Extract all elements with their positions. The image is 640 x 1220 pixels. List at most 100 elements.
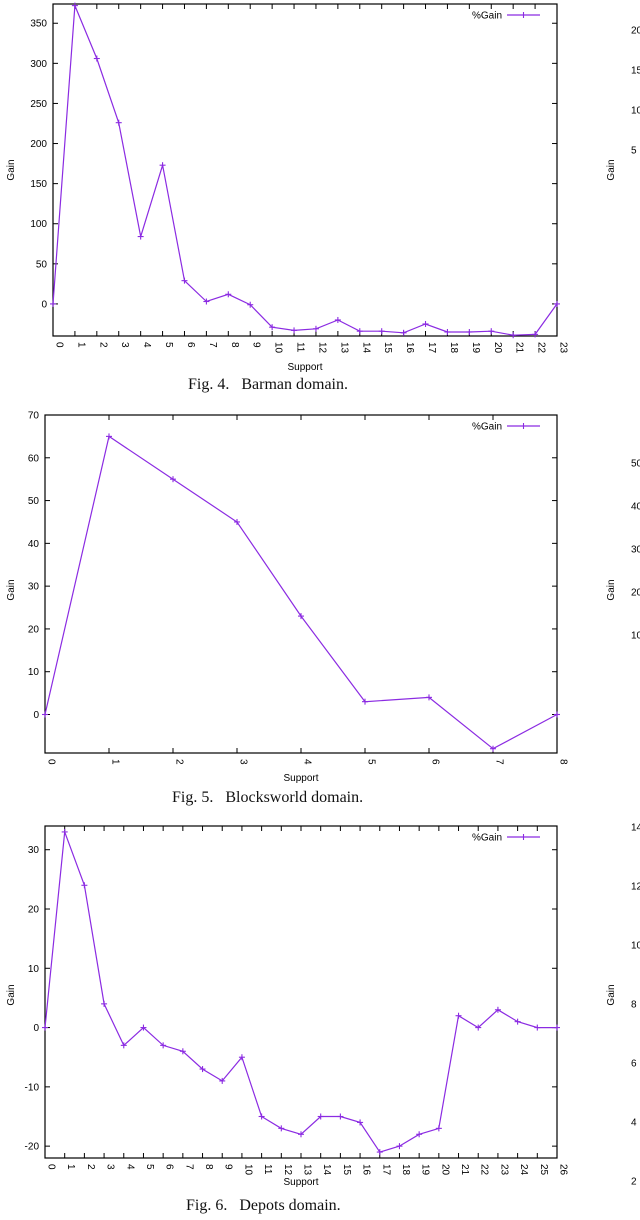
x-tick-label: 4 [124,1164,135,1170]
data-point-marker [42,1024,48,1031]
x-tick-label: 7 [494,759,505,765]
x-tick-label: 6 [164,1164,175,1170]
data-point-marker [490,745,496,752]
y-axis-label: Gain [6,984,17,1005]
x-tick-label: 0 [46,759,57,765]
x-tick-label: 10 [242,1164,253,1176]
y-axis-label: Gain [6,579,17,600]
data-point-marker [106,433,112,440]
data-point-marker [140,1024,147,1031]
y-tick-label: 50 [631,459,640,470]
data-point-marker [337,1113,344,1120]
data-point-marker [416,1131,423,1138]
y-tick-label: 30 [28,845,40,856]
y-tick-label: 10 [631,106,640,117]
x-tick-label: 15 [382,342,393,354]
y-tick-label: 50 [28,496,40,507]
legend: %Gain [472,422,540,433]
y-tick-label: 6 [631,1059,637,1070]
x-tick-label: 9 [223,1164,234,1170]
x-tick-label: 8 [558,759,569,765]
x-axis-label: Support [287,362,322,373]
x-tick-label: 20 [439,1164,450,1176]
y-tick-label: 20 [28,905,40,916]
x-tick-label: 19 [470,342,481,354]
data-point-marker [494,1006,501,1013]
legend-label: %Gain [472,11,502,22]
y-tick-label: 0 [33,1023,39,1034]
y-tick-label: -10 [25,1082,40,1093]
data-point-marker [396,1143,403,1150]
legend-label: %Gain [472,422,502,433]
y-tick-label: 30 [631,545,640,556]
x-tick-label: 11 [262,1164,273,1175]
data-point-marker [400,329,407,336]
y-tick-label: 4 [631,1118,637,1129]
x-tick-label: 17 [426,342,437,354]
figure-caption: Fig. 4. Barman domain. [188,376,348,393]
x-tick-label: 2 [174,759,185,765]
data-point-marker [466,328,473,335]
x-tick-label: 13 [338,342,349,354]
x-tick-label: 18 [448,342,459,354]
x-tick-label: 16 [404,342,415,354]
data-point-marker [378,328,385,335]
gain-series-line [52,5,558,336]
x-tick-label: 12 [282,1164,293,1176]
x-tick-label: 6 [185,342,196,348]
data-point-marker [554,1024,560,1031]
data-point-marker [317,1113,324,1120]
x-tick-label: 18 [400,1164,411,1176]
data-point-marker [115,119,122,126]
x-tick-label: 19 [420,1164,431,1176]
data-point-marker [225,291,232,298]
y-tick-label: 10 [631,941,640,952]
data-point-marker [61,828,68,835]
x-tick-label: 2 [97,342,108,348]
figure-barman: 0 50 100 150 200 250 300 350 0 1 2 3 4 5 6 7 8 9 10 11 12 13 1… [0,0,640,400]
data-point-marker [159,162,166,169]
data-point-marker [247,301,254,308]
figure-caption: Fig. 5. Blocksworld domain. [172,789,364,806]
cropped-adjacent-chart: Gain 50 40 30 20 10 [606,459,640,642]
data-point-marker [376,1149,383,1156]
y-tick-label: 14 [631,823,640,834]
x-tick-label: 24 [518,1164,529,1176]
data-point-marker [170,476,176,483]
x-tick-label: 2 [85,1164,96,1170]
x-tick-label: 26 [558,1164,569,1176]
y-tick-label: 20 [631,26,640,37]
y-tick-label: 50 [36,259,48,270]
cropped-adjacent-chart: Gain 14 12 10 8 6 4 2 [606,823,640,1188]
data-point-marker [362,698,368,705]
x-tick-label: 3 [119,342,130,348]
x-tick-label: 8 [229,342,240,348]
data-point-marker [312,325,319,332]
data-point-marker [50,300,56,307]
x-tick-label: 21 [459,1164,470,1176]
data-point-marker [475,1024,482,1031]
x-tick-label: 11 [295,342,306,353]
y-tick-label: 150 [30,179,47,190]
data-point-marker [101,1000,108,1007]
x-tick-label: 5 [144,1164,155,1170]
data-point-marker [298,613,304,620]
y-tick-label: 40 [28,539,40,550]
y-tick-label: 100 [30,219,47,230]
x-tick-label: 3 [105,1164,116,1170]
legend-label: %Gain [472,833,502,844]
y-tick-label: 15 [631,66,640,77]
y-tick-label: 300 [30,59,47,70]
data-point-marker [291,327,298,334]
data-point-marker [81,882,88,889]
x-tick-label: 4 [302,759,313,765]
y-tick-label: 60 [28,453,40,464]
x-axis-label: Support [283,1177,318,1188]
y-tick-label: -20 [25,1142,40,1153]
data-point-marker [120,1042,127,1049]
data-point-marker [238,1054,245,1061]
y-axis-label: Gain [6,159,17,180]
y-tick-label: 8 [631,1000,637,1011]
data-point-marker [160,1042,167,1049]
